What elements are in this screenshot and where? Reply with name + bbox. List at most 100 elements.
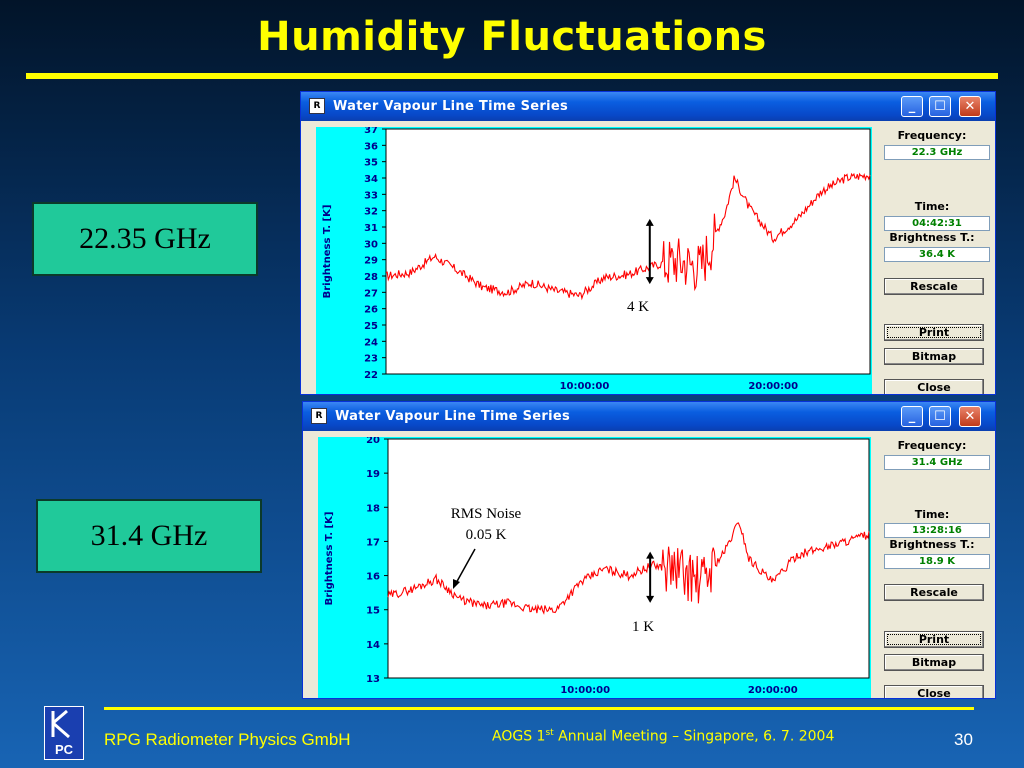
footer-company: RPG Radiometer Physics GmbH	[104, 730, 351, 749]
y-tick-label: 16	[366, 572, 380, 583]
y-tick-label: 33	[364, 190, 378, 201]
maximize-button[interactable]: ☐	[929, 96, 951, 117]
bitmap-button[interactable]: Bitmap	[884, 654, 984, 671]
y-tick-label: 18	[366, 503, 380, 514]
x-tick-label: 10:00:00	[560, 381, 610, 392]
brightness-chart: 13 14 15 16 17 18 19 20 Brightness T. [K] 10:00:0…	[324, 437, 870, 696]
app-icon: R	[311, 408, 327, 424]
minimize-button[interactable]: _	[901, 96, 923, 117]
frequency-label-bottom-text: 31.4 GHz	[90, 519, 208, 552]
rms-annotation-line2: 0.05 K	[465, 527, 507, 543]
y-tick-label: 25	[364, 321, 378, 332]
brightness-series-line	[387, 522, 870, 615]
plot-area: 13 14 15 16 17 18 19 20 Brightness T. [K] 10:00:0…	[318, 437, 871, 698]
title-divider	[26, 73, 998, 79]
page-number: 30	[954, 730, 973, 749]
y-tick-label: 35	[364, 158, 378, 169]
rpg-logo: PC	[44, 706, 84, 760]
y-tick-label: 37	[364, 127, 378, 136]
time-label: Time:	[914, 200, 950, 213]
brightness-field: 18.9 K	[884, 554, 990, 569]
print-button[interactable]: Print	[884, 631, 984, 648]
y-tick-label: 30	[364, 239, 378, 250]
y-tick-label: 34	[364, 174, 378, 185]
rescale-button[interactable]: Rescale	[884, 278, 984, 295]
logo-text: PC	[55, 742, 74, 757]
y-tick-label: 36	[364, 141, 378, 152]
window-titlebar[interactable]: R Water Vapour Line Time Series _ ☐ ✕	[301, 92, 995, 121]
frequency-label-top: 22.35 GHz	[32, 202, 258, 276]
logo-mark-icon: PC	[51, 709, 74, 757]
footer-meeting-sup: st	[545, 728, 554, 738]
frequency-label-top-text: 22.35 GHz	[79, 222, 211, 255]
frequency-label: Frequency:	[897, 439, 967, 452]
footer-meeting-post: Annual Meeting – Singapore, 6. 7. 2004	[553, 728, 835, 745]
rms-annotation: RMS Noise 0.05 K	[431, 504, 541, 546]
brightness-label: Brightness T.:	[889, 231, 975, 244]
y-tick-label: 28	[364, 272, 378, 283]
y-axis-label: Brightness T. [K]	[322, 205, 333, 299]
span-annotation: 1 K	[632, 619, 655, 635]
span-arrow-head-top	[646, 551, 655, 559]
span-arrow-head-top	[645, 218, 654, 226]
brightness-chart: 22 23 24 25 26 27 28 29 30 31 32 33 34 35 36 37 Brightne…	[322, 127, 871, 392]
plot-frame	[387, 438, 870, 679]
footer-divider	[104, 707, 974, 710]
footer-meeting: AOGS 1st Annual Meeting – Singapore, 6. …	[492, 728, 834, 745]
close-window-button[interactable]: ✕	[959, 96, 981, 117]
y-tick-label: 14	[366, 640, 380, 651]
frequency-field: 22.3 GHz	[884, 145, 990, 160]
y-tick-label: 13	[366, 674, 380, 685]
y-tick-label: 20	[366, 437, 380, 446]
span-arrow-head-bottom	[646, 595, 655, 603]
brightness-label: Brightness T.:	[889, 538, 975, 551]
y-tick-label: 19	[366, 469, 380, 480]
time-field: 04:42:31	[884, 216, 990, 231]
y-tick-label: 24	[364, 337, 378, 348]
close-button[interactable]: Close	[884, 379, 984, 394]
x-tick-label: 20:00:00	[748, 685, 798, 696]
span-annotation: 4 K	[627, 299, 650, 315]
footer-meeting-pre: AOGS 1	[492, 728, 546, 745]
y-tick-label: 22	[364, 370, 378, 381]
y-tick-label: 32	[364, 207, 378, 218]
print-button[interactable]: Print	[884, 324, 984, 341]
side-panel: Frequency: 31.4 GHz Time: 13:28:16 Brigh…	[878, 431, 995, 698]
brightness-series-line	[385, 172, 871, 301]
brightness-field: 36.4 K	[884, 247, 990, 262]
slide-title: Humidity Fluctuations	[257, 14, 767, 60]
frequency-field: 31.4 GHz	[884, 455, 990, 470]
window-title: Water Vapour Line Time Series	[335, 409, 571, 424]
plot-frame	[385, 128, 871, 375]
rms-arrow	[453, 548, 476, 589]
minimize-button[interactable]: _	[901, 406, 923, 427]
app-icon: R	[309, 98, 325, 114]
frequency-label-bottom: 31.4 GHz	[36, 499, 262, 573]
span-arrow-head-bottom	[645, 277, 654, 285]
y-tick-label: 17	[366, 537, 380, 548]
y-tick-label: 23	[364, 354, 378, 365]
side-panel: Frequency: 22.3 GHz Time: 04:42:31 Brigh…	[878, 121, 995, 394]
frequency-label: Frequency:	[897, 129, 967, 142]
rms-annotation-line1: RMS Noise	[450, 506, 522, 522]
x-tick-label: 10:00:00	[560, 685, 610, 696]
plot-area: 22 23 24 25 26 27 28 29 30 31 32 33 34 35 36 37 Brightne…	[316, 127, 872, 394]
time-series-window-1[interactable]: R Water Vapour Line Time Series _ ☐ ✕ 22…	[300, 91, 996, 395]
y-tick-label: 26	[364, 305, 378, 316]
bitmap-button[interactable]: Bitmap	[884, 348, 984, 365]
time-label: Time:	[914, 508, 950, 521]
rescale-button[interactable]: Rescale	[884, 584, 984, 601]
window-title: Water Vapour Line Time Series	[333, 99, 569, 114]
close-window-button[interactable]: ✕	[959, 406, 981, 427]
y-tick-label: 31	[364, 223, 378, 234]
time-series-window-2[interactable]: R Water Vapour Line Time Series _ ☐ ✕ 13…	[302, 401, 996, 699]
window-titlebar[interactable]: R Water Vapour Line Time Series _ ☐ ✕	[303, 402, 995, 431]
y-tick-label: 29	[364, 256, 378, 267]
time-field: 13:28:16	[884, 523, 990, 538]
y-tick-label: 15	[366, 606, 380, 617]
y-tick-label: 27	[364, 288, 378, 299]
x-tick-label: 20:00:00	[748, 381, 798, 392]
maximize-button[interactable]: ☐	[929, 406, 951, 427]
close-button[interactable]: Close	[884, 685, 984, 698]
y-axis-label: Brightness T. [K]	[324, 512, 335, 606]
